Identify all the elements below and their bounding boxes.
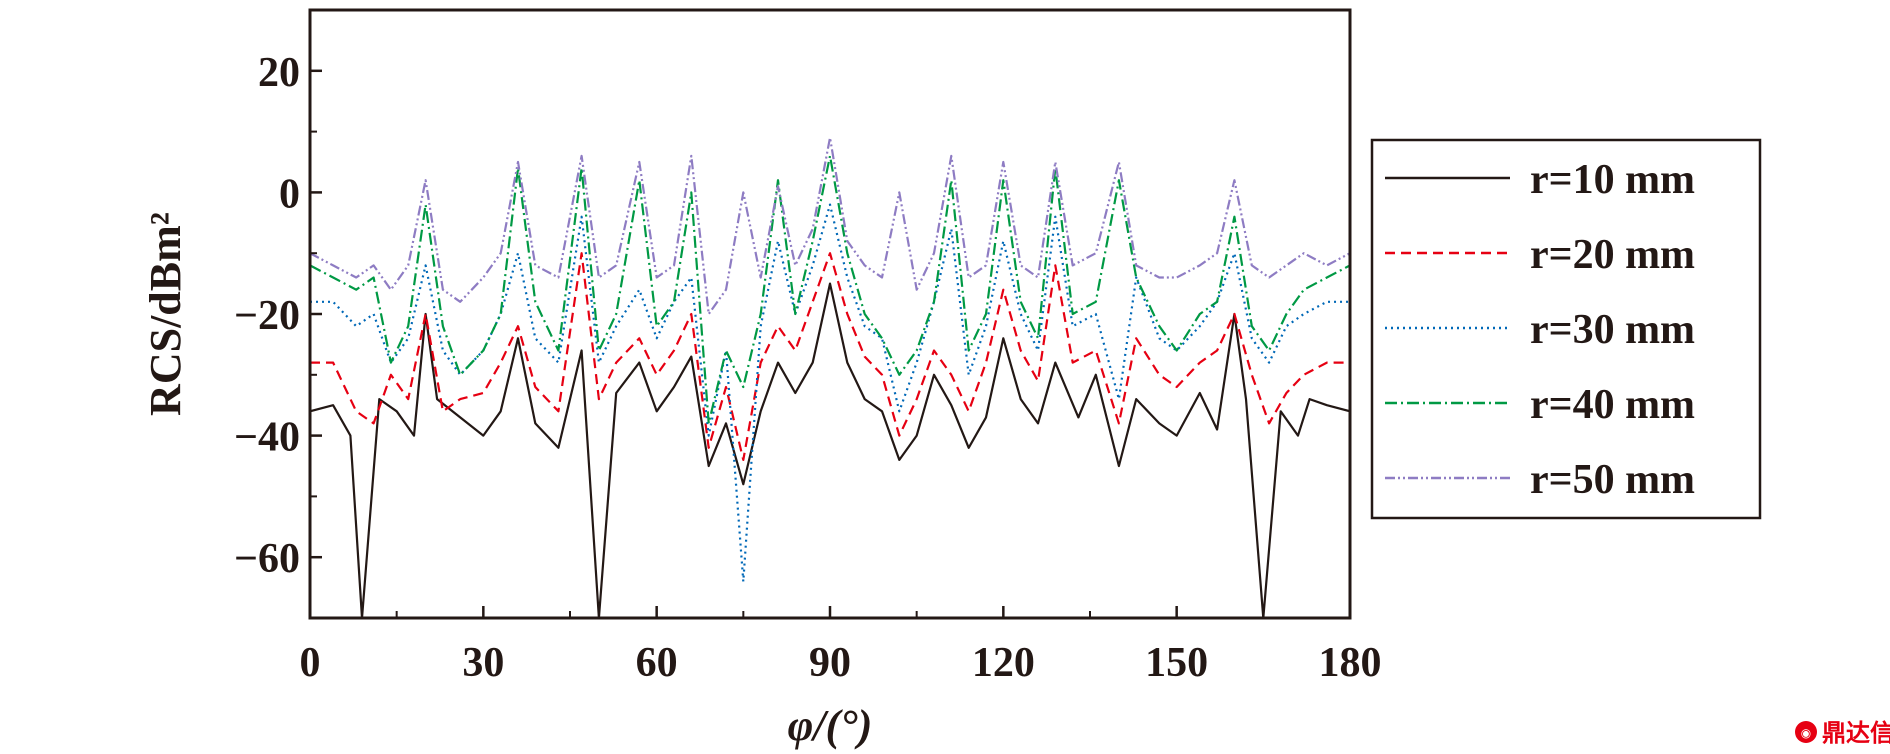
legend-label-2: r=20 mm	[1530, 232, 1695, 278]
x-tick-label: 180	[1319, 640, 1382, 686]
x-tick-label: 150	[1145, 640, 1208, 686]
series-line-3	[310, 203, 1350, 583]
legend-label-3: r=30 mm	[1530, 307, 1695, 353]
x-tick-label: 30	[462, 640, 504, 686]
x-axis-label: φ/(°)	[788, 701, 873, 750]
series-line-2	[310, 252, 1350, 461]
series-line-5	[310, 136, 1350, 316]
x-tick-label: 60	[636, 640, 678, 686]
x-tick-label: 120	[972, 640, 1035, 686]
x-tick-label: 0	[300, 640, 321, 686]
svg-text:◉: ◉	[1801, 726, 1811, 740]
y-tick-label: −40	[234, 415, 300, 461]
watermark-text: 鼎达信	[1822, 719, 1890, 747]
legend-label-1: r=10 mm	[1530, 157, 1695, 203]
legend: r=10 mm r=20 mm r=30 mm r=40 mm r=50 mm	[1370, 138, 1762, 520]
legend-label-4: r=40 mm	[1530, 382, 1695, 428]
series-layer	[310, 136, 1350, 618]
x-tick-label: 90	[809, 640, 851, 686]
y-tick-label: −20	[234, 293, 300, 339]
series-line-4	[310, 154, 1350, 425]
logo-mark-icon	[1795, 721, 1817, 743]
y-axis-label: RCS/dBm²	[141, 212, 190, 416]
y-tick-label: 0	[279, 171, 300, 217]
axis-ticks: 0 30 60 90 120 150 180 −60 −40 −20 0 20	[234, 9, 1382, 686]
legend-box	[1370, 138, 1762, 520]
legend-label-5: r=50 mm	[1530, 457, 1695, 503]
watermark: ◉ 鼎达信	[1795, 719, 1890, 747]
y-tick-label: 20	[258, 50, 300, 96]
series-line-1	[310, 282, 1350, 618]
y-tick-label: −60	[234, 536, 300, 582]
plot-frame	[308, 8, 1352, 620]
